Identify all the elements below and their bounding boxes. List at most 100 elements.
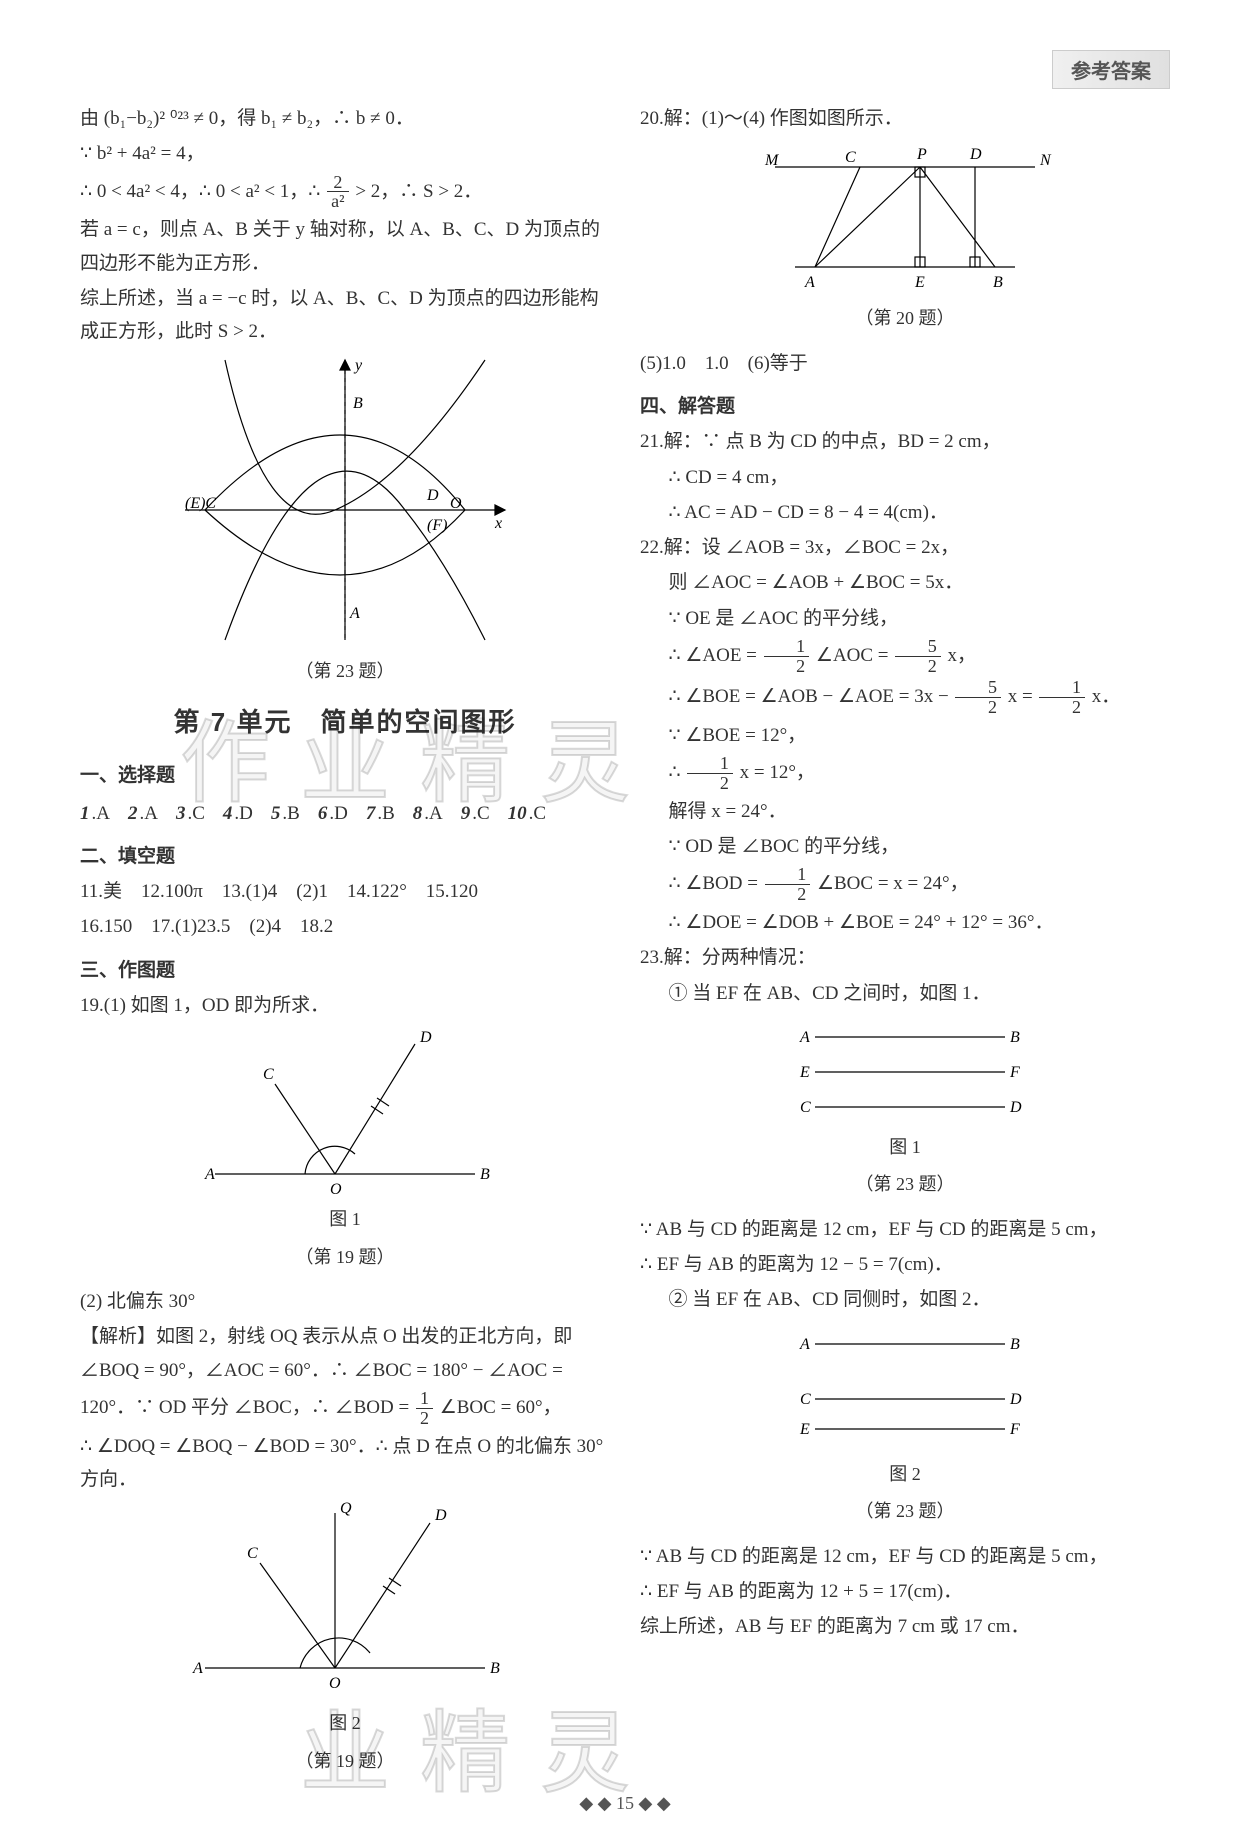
frac-den: 2 bbox=[765, 885, 811, 904]
q-num: 2 bbox=[128, 803, 138, 824]
figure-label: 图 1 bbox=[640, 1132, 1170, 1164]
text-line: 综上所述，当 a = −c 时，以 A、B、C、D 为顶点的四边形能构成正方形，… bbox=[80, 282, 610, 349]
fraction: 52 bbox=[895, 637, 941, 676]
text-line: ∵ AB 与 CD 的距离是 12 cm，EF 与 CD 的距离是 5 cm， bbox=[640, 1213, 1170, 1246]
point-label: D bbox=[1009, 1099, 1022, 1116]
point-label: O bbox=[329, 1675, 341, 1692]
text-span: 120°．∵ OD 平分 ∠BOC，∴ ∠BOD = bbox=[80, 1397, 414, 1418]
point-label: E bbox=[914, 274, 925, 291]
frac-num: 2 bbox=[327, 173, 348, 193]
frac-num: 1 bbox=[687, 754, 733, 774]
text-line: ∴ EF 与 AB 的距离为 12 + 5 = 17(cm)． bbox=[640, 1575, 1170, 1608]
frac-den: 2 bbox=[955, 698, 1001, 717]
diagram-q20: M N C P D A E B bbox=[745, 137, 1065, 297]
text-line: ∵ ∠BOE = 12°， bbox=[640, 719, 1170, 752]
mc-item: 6.D bbox=[318, 797, 348, 830]
point-label: A bbox=[204, 1166, 215, 1183]
text-line: ∵ AB 与 CD 的距离是 12 cm，EF 与 CD 的距离是 5 cm， bbox=[640, 1540, 1170, 1573]
mc-answers: 1.A 2.A 3.C 4.D 5.B 6.D 7.B 8.A 9.C 10.C bbox=[80, 797, 610, 830]
q-ans: A bbox=[96, 803, 110, 824]
diagram-q23-curves: y x B D O (F) (E)C A bbox=[165, 350, 525, 650]
frac-num: 1 bbox=[416, 1389, 433, 1409]
q-num: 8 bbox=[413, 803, 423, 824]
text-line: ∴ 12 x = 12°， bbox=[640, 754, 1170, 793]
point-label: B bbox=[480, 1166, 490, 1183]
point-label: A bbox=[349, 605, 360, 622]
text-span: x， bbox=[948, 645, 977, 666]
mc-item: 1.A bbox=[80, 797, 110, 830]
diagram-q23-lines2: A B C D E F bbox=[745, 1319, 1065, 1459]
figure-caption: （第 23 题） bbox=[640, 1169, 1170, 1201]
figure-caption: （第 23 题） bbox=[640, 1496, 1170, 1528]
frac-den: 2 bbox=[687, 774, 733, 793]
q-num: 5 bbox=[271, 803, 281, 824]
point-label: D bbox=[969, 146, 982, 163]
point-label: F bbox=[1009, 1064, 1020, 1081]
text-line: 20.解：(1)～(4) 作图如图所示． bbox=[640, 102, 1170, 135]
point-label: C bbox=[263, 1066, 274, 1083]
q-ans: A bbox=[429, 803, 443, 824]
text-line: ∴ ∠DOQ = ∠BOQ − ∠BOD = 30°．∴ 点 D 在点 O 的北… bbox=[80, 1430, 610, 1497]
point-label: B bbox=[1010, 1336, 1020, 1353]
fraction: 1 2 bbox=[416, 1389, 433, 1428]
point-label: B bbox=[490, 1660, 500, 1677]
text-span: ∴ bbox=[669, 762, 686, 783]
frac-den: 2 bbox=[1039, 698, 1085, 717]
fraction: 2 a² bbox=[327, 173, 348, 212]
fraction: 52 bbox=[955, 678, 1001, 717]
left-column: 由 (b₁−b₂)² ⁰²³ ≠ 0，得 b₁ ≠ b₂，∴ b ≠ 0． ∵ … bbox=[80, 100, 610, 1789]
text-line: ∴ CD = 4 cm， bbox=[640, 461, 1170, 494]
section-heading: 三、作图题 bbox=[80, 954, 610, 987]
axis-label-y: y bbox=[353, 357, 363, 374]
point-label: D bbox=[434, 1507, 447, 1524]
mc-item: 2.A bbox=[128, 797, 158, 830]
q-num: 7 bbox=[366, 803, 376, 824]
point-label: (F) bbox=[427, 517, 447, 534]
diagram-q23-lines1: A B E F C D bbox=[745, 1012, 1065, 1132]
point-label: A bbox=[799, 1336, 810, 1353]
q-num: 1 bbox=[80, 803, 90, 824]
mc-item: 3.C bbox=[176, 797, 205, 830]
fill-blank-line: 11.美 12.100π 13.(1)4 (2)1 14.122° 15.120 bbox=[80, 875, 610, 908]
text-span: x． bbox=[1092, 685, 1121, 706]
point-label: O bbox=[330, 1181, 342, 1198]
point-label: Q bbox=[340, 1500, 352, 1517]
figure-label: 图 2 bbox=[80, 1708, 610, 1740]
page-num-value: 15 bbox=[616, 1793, 634, 1813]
section-heading: 二、填空题 bbox=[80, 840, 610, 873]
figure-label: 图 1 bbox=[80, 1204, 610, 1236]
text-line: ∴ EF 与 AB 的距离为 12 − 5 = 7(cm)． bbox=[640, 1248, 1170, 1281]
q-ans: D bbox=[334, 803, 348, 824]
q-ans: D bbox=[239, 803, 253, 824]
header-tab: 参考答案 bbox=[1052, 50, 1170, 89]
figure-caption: （第 20 题） bbox=[640, 303, 1170, 335]
figure-label: 图 2 bbox=[640, 1459, 1170, 1491]
diagram-q19-fig1: A B C D O bbox=[185, 1024, 505, 1204]
text-line: ∴ AC = AD − CD = 8 − 4 = 4(cm)． bbox=[640, 496, 1170, 529]
point-label: B bbox=[1010, 1029, 1020, 1046]
text-line: 若 a = c，则点 A、B 关于 y 轴对称，以 A、B、C、D 为顶点的四边… bbox=[80, 213, 610, 280]
point-label: O bbox=[450, 495, 462, 512]
mc-item: 4.D bbox=[223, 797, 253, 830]
q-num: 10 bbox=[508, 803, 527, 824]
text-line: 23.解：分两种情况： bbox=[640, 941, 1170, 974]
q-num: 3 bbox=[176, 803, 186, 824]
point-label: A bbox=[799, 1029, 810, 1046]
point-label: B bbox=[993, 274, 1003, 291]
text-line: ∵ b² + 4a² = 4， bbox=[80, 137, 610, 170]
fraction: 12 bbox=[687, 754, 733, 793]
text-line: ② 当 EF 在 AB、CD 同侧时，如图 2． bbox=[640, 1283, 1170, 1316]
q-num: 6 bbox=[318, 803, 328, 824]
unit-title: 第 7 单元 简单的空间图形 bbox=[80, 700, 610, 746]
point-label: C bbox=[800, 1391, 811, 1408]
text-span: ∴ ∠AOE = bbox=[669, 645, 762, 666]
point-label: C bbox=[800, 1099, 811, 1116]
text-line: ∴ ∠DOE = ∠DOB + ∠BOE = 24° + 12° = 36°． bbox=[640, 906, 1170, 939]
text-line: 120°．∵ OD 平分 ∠BOC，∴ ∠BOD = 1 2 ∠BOC = 60… bbox=[80, 1389, 610, 1428]
point-label: A bbox=[192, 1660, 203, 1677]
point-label: D bbox=[1009, 1391, 1022, 1408]
section-heading: 四、解答题 bbox=[640, 390, 1170, 423]
mc-item: 5.B bbox=[271, 797, 300, 830]
text-span: > 2，∴ S > 2． bbox=[355, 180, 482, 201]
fraction: 12 bbox=[1039, 678, 1085, 717]
